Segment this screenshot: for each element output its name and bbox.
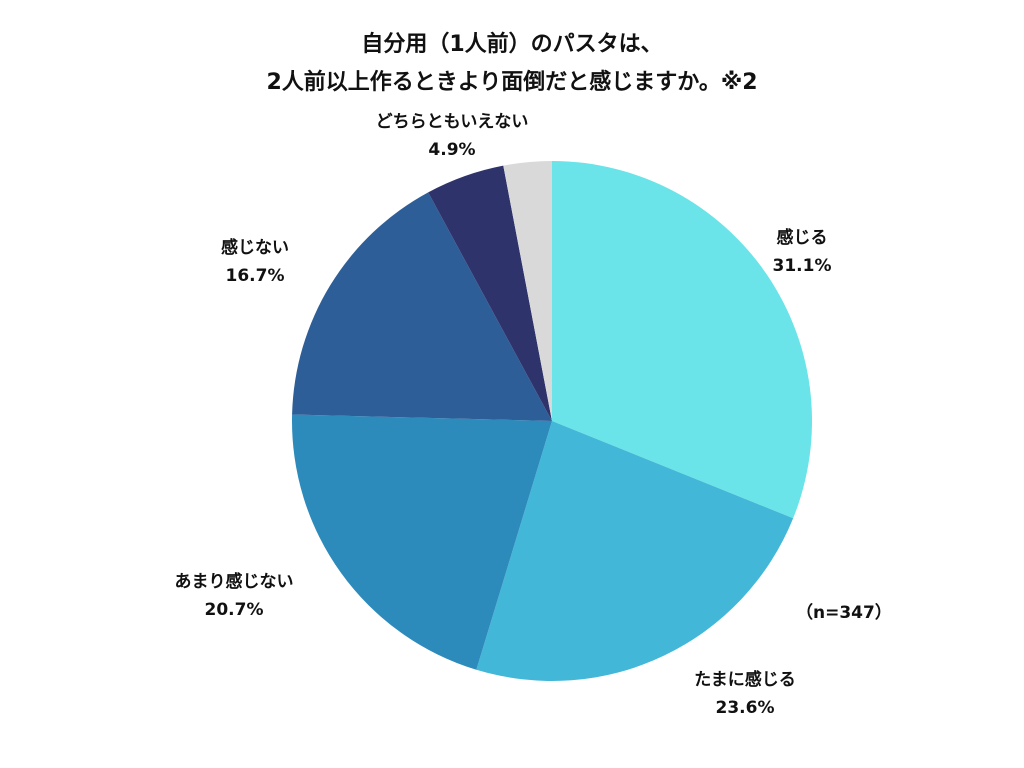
- slice-label-kanjiru: 感じる 31.1%: [752, 224, 852, 280]
- chart-title-line1: 自分用（1人前）のパスタは、: [361, 32, 663, 57]
- slice-label-amari-kanjinai-name: あまり感じない: [174, 572, 294, 592]
- pie-slices: [291, 160, 813, 682]
- chart-title-line2: 2人前以上作るときより面倒だと感じますか。※2: [266, 70, 758, 95]
- pie-slice-5: [503, 161, 552, 421]
- chart-title: 自分用（1人前）のパスタは、 2人前以上作るときより面倒だと感じますか。※2: [0, 26, 1024, 102]
- slice-label-kanjinai-name: 感じない: [221, 238, 289, 258]
- slice-label-amari-kanjinai-value: 20.7%: [204, 600, 264, 620]
- slice-label-dochiratomo-name: どちらともいえない: [375, 112, 529, 132]
- pie-slice-2: [291, 414, 552, 670]
- slice-label-kanjiru-value: 31.1%: [772, 256, 832, 276]
- pie-slice-3: [292, 192, 552, 421]
- slice-label-dochiratomo: どちらともいえない 4.9%: [342, 108, 562, 164]
- slice-label-kanjiru-name: 感じる: [776, 228, 828, 248]
- slice-label-dochiratomo-value: 4.9%: [428, 140, 476, 160]
- slice-label-kanjinai-value: 16.7%: [225, 266, 285, 286]
- slice-label-tamani-kanjiru-name: たまに感じる: [694, 670, 796, 690]
- pie-slice-4: [428, 165, 552, 421]
- slice-label-kanjinai: 感じない 16.7%: [200, 234, 310, 290]
- slice-label-tamani-kanjiru: たまに感じる 23.6%: [670, 666, 820, 722]
- sample-size-note: （n=347）: [796, 603, 892, 623]
- pie-slice-1: [476, 421, 794, 682]
- slice-label-tamani-kanjiru-value: 23.6%: [715, 698, 775, 718]
- slice-label-amari-kanjinai: あまり感じない 20.7%: [150, 568, 318, 624]
- pie-slice-0: [552, 160, 813, 519]
